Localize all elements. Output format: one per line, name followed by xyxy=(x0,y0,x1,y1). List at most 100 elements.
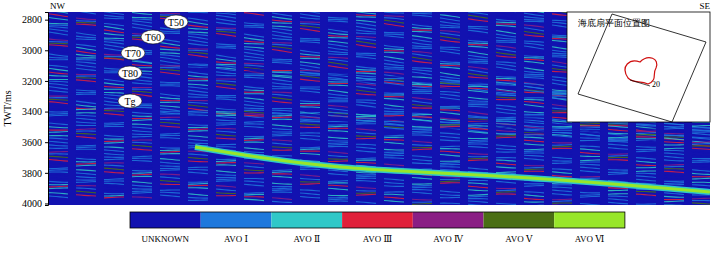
reflector xyxy=(48,145,68,146)
reflector xyxy=(356,108,376,110)
reflector xyxy=(384,36,404,38)
reflector xyxy=(160,52,180,54)
reflector xyxy=(328,83,348,84)
reflector xyxy=(48,97,68,98)
reflector xyxy=(76,112,96,113)
reflector xyxy=(692,133,710,135)
reflector xyxy=(440,25,460,26)
reflector xyxy=(692,126,710,128)
reflector xyxy=(356,38,376,40)
reflector xyxy=(496,40,516,42)
reflector xyxy=(188,130,208,132)
reflector xyxy=(48,135,68,136)
reflector xyxy=(328,12,348,14)
reflector xyxy=(524,130,544,132)
reflector xyxy=(300,88,320,90)
reflector xyxy=(76,191,96,193)
reflector xyxy=(328,47,348,50)
reflector xyxy=(468,130,488,133)
reflector xyxy=(104,33,124,35)
reflector xyxy=(328,192,348,193)
reflector xyxy=(580,171,600,173)
reflector xyxy=(216,124,236,126)
reflector xyxy=(328,121,348,123)
reflector xyxy=(244,118,264,119)
reflector xyxy=(496,71,516,74)
reflector xyxy=(664,166,684,168)
reflector xyxy=(412,107,432,109)
reflector xyxy=(524,114,544,115)
reflector xyxy=(104,186,124,188)
reflector xyxy=(244,49,264,52)
reflector xyxy=(328,17,348,19)
reflector xyxy=(692,130,710,131)
reflector xyxy=(300,23,320,24)
reflector xyxy=(272,149,292,150)
reflector xyxy=(412,192,432,194)
reflector xyxy=(412,180,432,182)
reflector xyxy=(76,92,96,93)
reflector xyxy=(524,93,544,95)
reflector xyxy=(300,12,320,13)
reflector xyxy=(300,70,320,72)
reflector xyxy=(216,77,236,78)
reflector xyxy=(48,169,68,171)
fan-edge xyxy=(195,147,710,192)
reflector xyxy=(440,112,460,114)
reflector xyxy=(300,116,320,118)
reflector xyxy=(496,23,516,25)
reflector xyxy=(552,172,572,174)
reflector xyxy=(272,49,292,52)
reflector xyxy=(384,64,404,66)
reflector xyxy=(328,26,348,29)
reflector xyxy=(328,39,348,40)
reflector xyxy=(188,52,208,54)
reflector xyxy=(300,106,320,108)
reflector xyxy=(356,114,376,115)
reflector xyxy=(76,181,96,183)
reflector xyxy=(160,149,180,151)
reflector xyxy=(76,152,96,153)
seismic-section xyxy=(48,12,710,205)
reflector xyxy=(188,61,208,63)
reflector xyxy=(552,126,572,128)
reflector xyxy=(104,150,124,152)
reflector xyxy=(440,31,460,33)
reflector xyxy=(300,101,320,102)
reflector xyxy=(272,35,292,38)
reflector xyxy=(216,45,236,47)
reflector xyxy=(272,88,292,89)
reflector xyxy=(48,62,68,64)
reflector xyxy=(216,144,236,146)
reflector xyxy=(468,82,488,84)
reflector xyxy=(692,148,710,149)
reflector xyxy=(188,30,208,32)
reflector xyxy=(272,140,292,141)
reflector xyxy=(104,36,124,38)
reflector xyxy=(412,201,432,203)
reflector xyxy=(328,35,348,37)
reflector xyxy=(468,67,488,70)
reflector xyxy=(664,126,684,127)
reflector xyxy=(384,52,404,54)
reflector xyxy=(552,130,572,131)
reflector xyxy=(524,122,544,124)
reflector xyxy=(524,43,544,45)
reflector xyxy=(188,100,208,101)
reflector xyxy=(468,156,488,157)
reflector xyxy=(440,89,460,90)
reflector xyxy=(552,175,572,176)
reflector xyxy=(608,137,628,139)
reflector xyxy=(496,170,516,171)
reflector xyxy=(272,86,292,88)
reflector xyxy=(384,60,404,63)
reflector xyxy=(244,98,264,100)
reflector xyxy=(48,68,68,71)
reflector xyxy=(384,128,404,130)
reflector xyxy=(580,131,600,133)
reflector xyxy=(468,194,488,196)
reflector xyxy=(412,15,432,17)
reflector xyxy=(76,179,96,180)
reflector xyxy=(384,182,404,184)
reflector xyxy=(300,178,320,179)
